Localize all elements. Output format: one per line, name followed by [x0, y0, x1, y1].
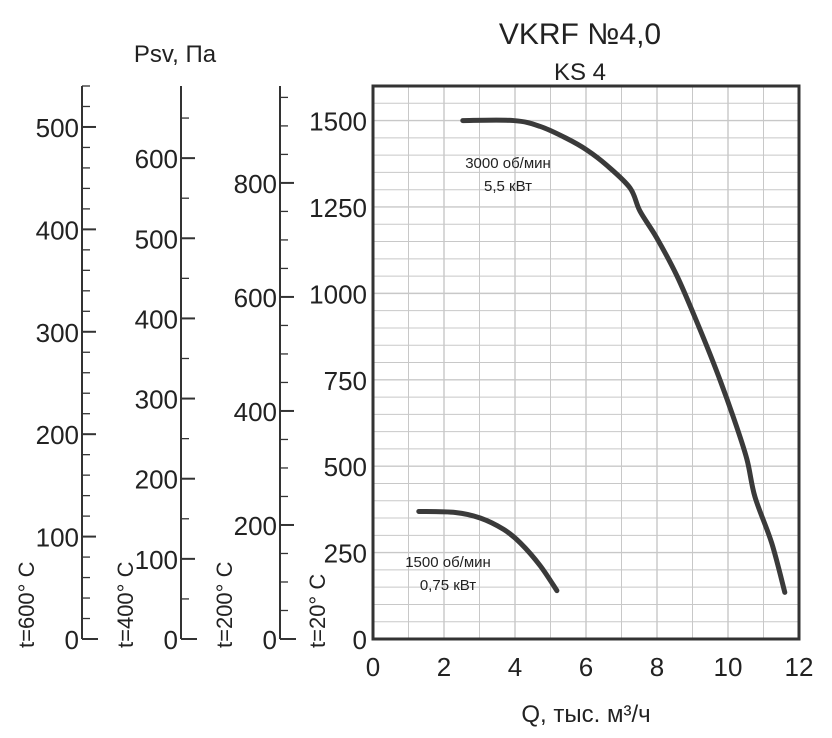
- chart-subtitle: KS 4: [554, 59, 606, 86]
- x-tick-label: 4: [508, 652, 522, 682]
- temperature-axis-tick-label: 0: [65, 625, 79, 655]
- x-tick-label: 2: [437, 652, 451, 682]
- y-tick-label: 1500: [309, 107, 367, 137]
- axes: [81, 84, 801, 641]
- y-tick-label: 0: [353, 625, 367, 655]
- y-tick-label: 250: [324, 539, 367, 569]
- temperature-axis-tick-label: 600: [234, 283, 277, 313]
- temperature-axis-tick-label: 400: [234, 397, 277, 427]
- temperature-axis-tick-label: 0: [164, 625, 178, 655]
- y-tick-label: 1250: [309, 193, 367, 223]
- temperature-axis-tick-label: 400: [36, 215, 79, 245]
- x-tick-label: 8: [650, 652, 664, 682]
- temperature-axis-tick-label: 600: [135, 144, 178, 174]
- chart-title: VKRF №4,0: [499, 18, 661, 51]
- y-tick-label: 750: [324, 366, 367, 396]
- temperature-axis-tick-label: 100: [36, 523, 79, 553]
- x-tick-label: 6: [579, 652, 593, 682]
- series-label-speed: 1500 об/мин: [405, 554, 491, 571]
- temperature-axis-tick-label: 200: [135, 465, 178, 495]
- y-tick-label: 500: [324, 452, 367, 482]
- series-label-speed: 3000 об/мин: [465, 155, 551, 172]
- temperature-axis-label: t=200° C: [212, 561, 237, 648]
- curves: [416, 117, 788, 595]
- temperature-axis-label: t=600° C: [14, 561, 39, 648]
- x-tick-label: 0: [366, 652, 380, 682]
- y-tick-label: 1000: [309, 279, 367, 309]
- y-axis-label: Psv, Па: [134, 41, 217, 68]
- temperature-axis-label: t=20° C: [305, 574, 330, 648]
- temperature-axis-tick-label: 200: [36, 420, 79, 450]
- temperature-axis-tick-label: 300: [36, 318, 79, 348]
- temperature-axis-tick-label: 100: [135, 545, 178, 575]
- temperature-axis-tick-label: 400: [135, 304, 178, 334]
- series-curve: [416, 508, 560, 594]
- series-label-power: 0,75 кВт: [420, 577, 476, 594]
- x-tick-label: 12: [785, 652, 814, 682]
- series-curve: [460, 117, 788, 595]
- grid: [373, 86, 799, 639]
- temperature-axis-tick-label: 800: [234, 169, 277, 199]
- series-label-power: 5,5 кВт: [484, 178, 532, 195]
- temperature-axis-tick-label: 300: [135, 385, 178, 415]
- temperature-axis-tick-label: 500: [135, 224, 178, 254]
- temperature-axis-tick-label: 500: [36, 113, 79, 143]
- x-tick-label: 10: [714, 652, 743, 682]
- labels: 0 2 4 6 8 10 120250500750100012501500010020030…: [14, 107, 813, 682]
- temperature-axis-label: t=400° C: [113, 561, 138, 648]
- temperature-axis-tick-label: 200: [234, 511, 277, 541]
- temperature-axis-tick-label: 0: [263, 625, 277, 655]
- plot-frame: [371, 84, 801, 641]
- x-axis-label: Q, тыс. м³/ч: [521, 701, 650, 728]
